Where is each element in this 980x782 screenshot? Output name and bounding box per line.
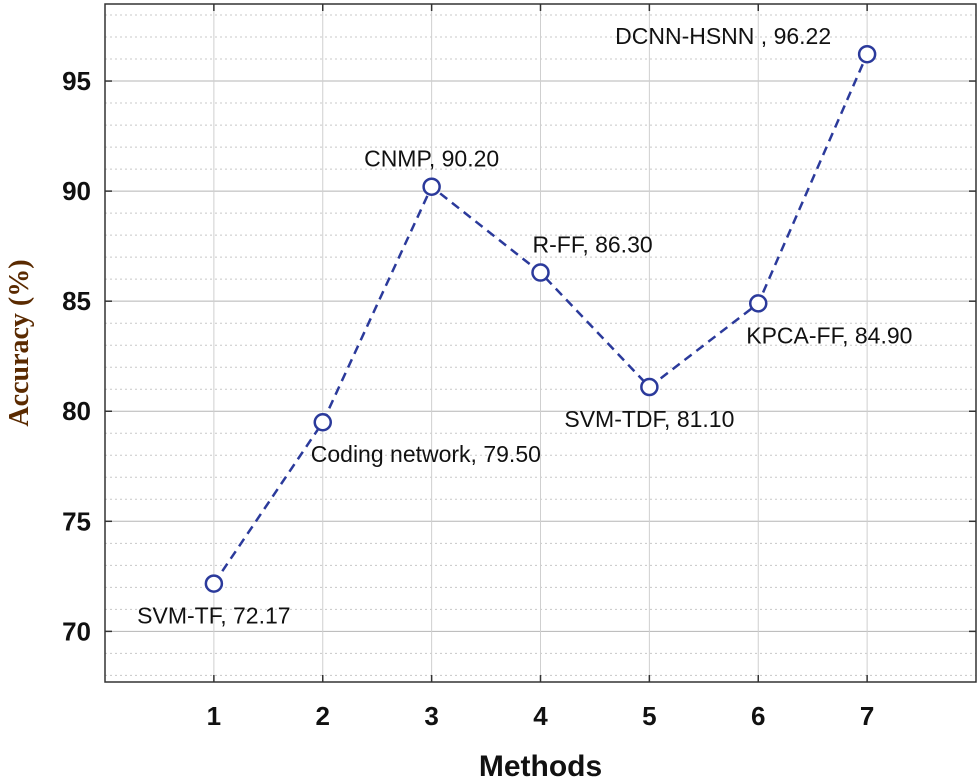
series-markers <box>204 44 877 593</box>
y-axis-title: Accuracy (%) <box>4 259 35 426</box>
data-label: Coding network, 79.50 <box>311 441 541 467</box>
data-point <box>857 44 877 64</box>
data-point <box>531 263 550 282</box>
axis-ticks: 70 75 80 85 90 95 1 2 3 4 5 6 7 <box>62 4 976 731</box>
grid <box>105 4 976 682</box>
data-labels: SVM-TF, 72.17 Coding network, 79.50 CNMP, … <box>137 23 912 628</box>
data-label: DCNN-HSNN , 96.22 <box>615 23 831 49</box>
x-tick-label: 1 <box>207 701 221 731</box>
x-axis-title: Methods <box>479 750 602 782</box>
data-point <box>749 294 768 313</box>
x-tick-label: 3 <box>424 701 438 731</box>
x-tick-label: 4 <box>533 701 548 731</box>
data-label: SVM-TF, 72.17 <box>137 603 290 629</box>
data-point <box>422 177 441 196</box>
data-point <box>313 412 332 432</box>
y-tick-label: 75 <box>62 506 91 536</box>
y-tick-label: 95 <box>62 66 91 96</box>
y-tick-label: 85 <box>62 286 91 316</box>
data-label: SVM-TDF, 81.10 <box>564 406 734 432</box>
y-tick-label: 80 <box>62 396 91 426</box>
x-tick-label: 5 <box>642 701 656 731</box>
x-tick-label: 7 <box>860 701 874 731</box>
data-label: CNMP, 90.20 <box>364 146 499 172</box>
data-point <box>640 377 659 397</box>
y-tick-label: 70 <box>62 616 91 646</box>
x-tick-label: 2 <box>316 701 330 731</box>
x-tick-label: 6 <box>751 701 765 731</box>
data-point <box>204 574 224 593</box>
y-tick-label: 90 <box>62 176 91 206</box>
data-label: R-FF, 86.30 <box>533 232 653 258</box>
data-label: KPCA-FF, 84.90 <box>746 322 912 348</box>
